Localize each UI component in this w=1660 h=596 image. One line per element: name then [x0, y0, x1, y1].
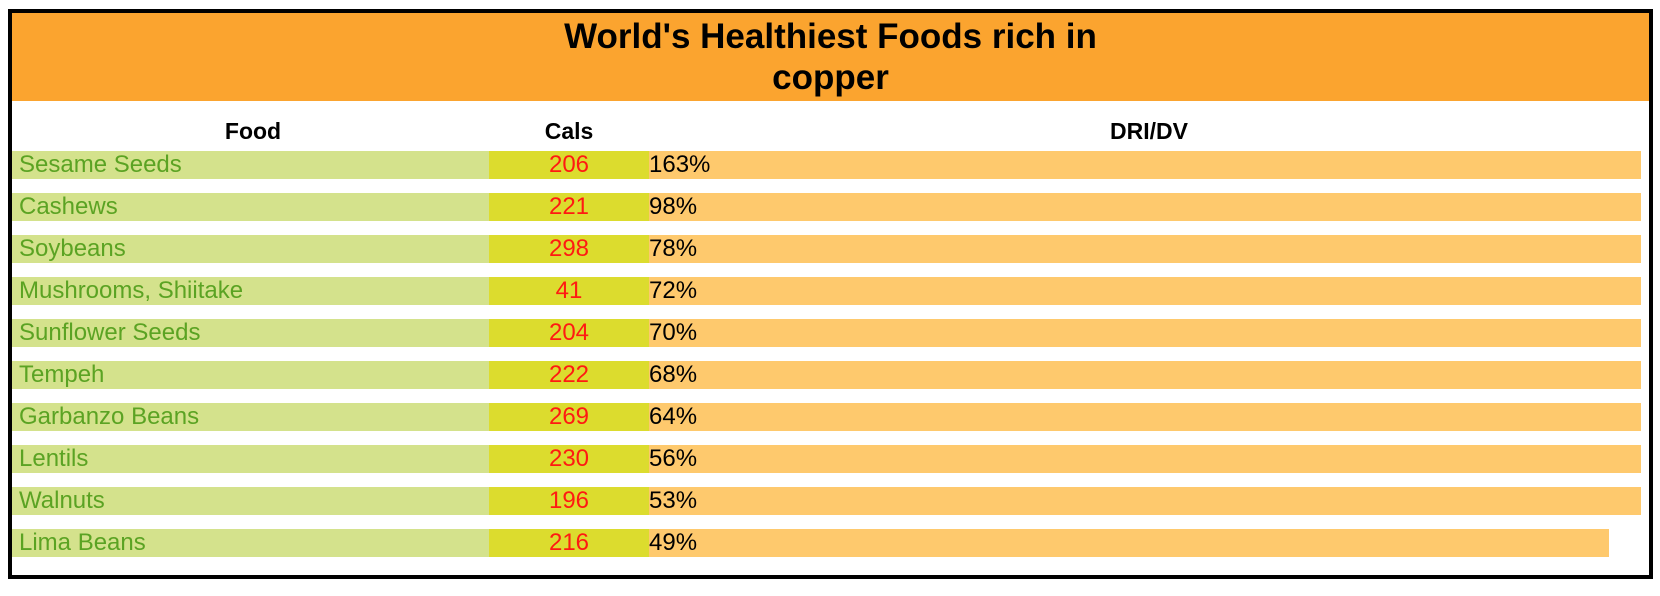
calories-value: 41 — [489, 277, 649, 305]
dri-bar — [649, 151, 1641, 179]
food-name: Cashews — [12, 193, 489, 221]
table-row: Tempeh 222 68% — [12, 361, 1649, 389]
page-title: World's Healthiest Foods rich in copper — [564, 17, 1097, 97]
table-row: Cashews 221 98% — [12, 193, 1649, 221]
dri-track: 72% — [649, 277, 1641, 305]
dri-value: 78% — [649, 235, 698, 262]
dri-value: 72% — [649, 277, 698, 304]
dri-bar — [649, 445, 1641, 473]
table-row: Mushrooms, Shiitake 41 72% — [12, 277, 1649, 305]
foods-table-panel: World's Healthiest Foods rich in copper … — [8, 9, 1653, 579]
table-row: Lentils 230 56% — [12, 445, 1649, 473]
food-name: Lima Beans — [12, 529, 489, 557]
dri-value: 64% — [649, 403, 698, 430]
title-bar: World's Healthiest Foods rich in copper — [12, 13, 1649, 101]
dri-track: 53% — [649, 487, 1641, 515]
dri-track: 98% — [649, 193, 1641, 221]
dri-track: 56% — [649, 445, 1641, 473]
calories-value: 222 — [489, 361, 649, 389]
calories-value: 206 — [489, 151, 649, 179]
dri-value: 53% — [649, 487, 698, 514]
food-name: Sesame Seeds — [12, 151, 489, 179]
dri-bar — [649, 487, 1641, 515]
table-row: Sesame Seeds 206 163% — [12, 151, 1649, 179]
food-name: Soybeans — [12, 235, 489, 263]
dri-bar — [649, 319, 1641, 347]
column-header-food: Food — [224, 118, 282, 144]
food-name: Garbanzo Beans — [12, 403, 489, 431]
dri-value: 70% — [649, 319, 698, 346]
column-header-dri: DRI/DV — [1110, 118, 1188, 144]
dri-bar — [649, 403, 1641, 431]
food-name: Sunflower Seeds — [12, 319, 489, 347]
food-name: Mushrooms, Shiitake — [12, 277, 489, 305]
table-row: Garbanzo Beans 269 64% — [12, 403, 1649, 431]
dri-bar — [649, 235, 1641, 263]
food-name: Lentils — [12, 445, 489, 473]
column-header-cals: Cals — [544, 118, 594, 144]
dri-track: 78% — [649, 235, 1641, 263]
calories-value: 216 — [489, 529, 649, 557]
dri-track: 163% — [649, 151, 1641, 179]
dri-bar — [649, 361, 1641, 389]
food-name: Walnuts — [12, 487, 489, 515]
calories-value: 298 — [489, 235, 649, 263]
dri-value: 98% — [649, 193, 698, 220]
dri-track: 49% — [649, 529, 1641, 557]
calories-value: 269 — [489, 403, 649, 431]
table-row: Walnuts 196 53% — [12, 487, 1649, 515]
dri-value: 49% — [649, 529, 698, 556]
table-row: Lima Beans 216 49% — [12, 529, 1649, 557]
calories-value: 230 — [489, 445, 649, 473]
dri-bar — [649, 277, 1641, 305]
dri-track: 68% — [649, 361, 1641, 389]
dri-bar — [649, 193, 1641, 221]
food-name: Tempeh — [12, 361, 489, 389]
dri-value: 56% — [649, 445, 698, 472]
calories-value: 196 — [489, 487, 649, 515]
table-row: Soybeans 298 78% — [12, 235, 1649, 263]
dri-value: 68% — [649, 361, 698, 388]
dri-value: 163% — [649, 151, 711, 178]
calories-value: 204 — [489, 319, 649, 347]
dri-track: 64% — [649, 403, 1641, 431]
dri-bar — [649, 529, 1609, 557]
calories-value: 221 — [489, 193, 649, 221]
dri-track: 70% — [649, 319, 1641, 347]
table-row: Sunflower Seeds 204 70% — [12, 319, 1649, 347]
